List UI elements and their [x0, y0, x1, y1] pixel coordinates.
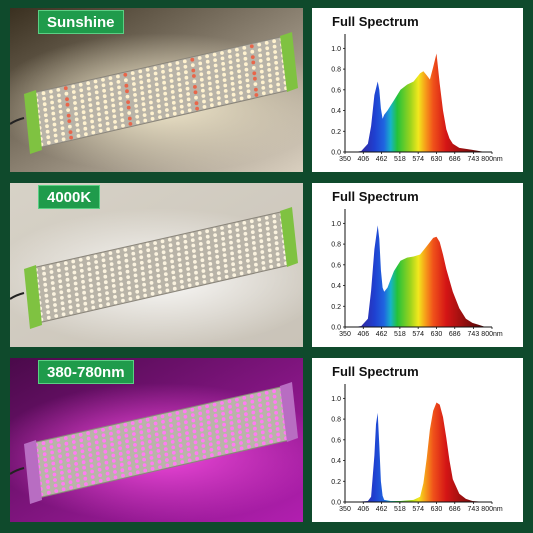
x-tick-label: 574	[412, 156, 424, 163]
y-tick-label: 0.4	[331, 458, 341, 465]
x-tick-label: 350	[339, 156, 351, 163]
y-tick-label: 0.8	[331, 417, 341, 424]
x-tick-label: 630	[431, 156, 443, 163]
x-tick-label: 800nm	[481, 156, 503, 163]
y-tick-label: 0.2	[331, 304, 341, 311]
end-cap-right	[280, 207, 298, 267]
spectrum-area	[354, 225, 486, 327]
mode-tag: Sunshine	[38, 10, 124, 34]
x-tick-label: 406	[357, 156, 369, 163]
panel-4000k: 4000K Full Spectrum 0.0 0.2 0.4 0.6 0.8 1.0 35…	[10, 183, 523, 347]
end-cap-left	[24, 90, 42, 154]
power-cable	[10, 292, 25, 300]
chart-title: Full Spectrum	[332, 189, 419, 204]
x-tick-label: 462	[376, 156, 388, 163]
y-tick-label: 0.4	[331, 283, 341, 290]
spectrum-chart: Full Spectrum 0.0 0.2 0.4 0.6 0.8 1.0 350 406 46…	[312, 8, 523, 172]
end-cap-left	[24, 440, 42, 504]
y-tick-label: 0.0	[331, 500, 341, 507]
y-tick-label: 1.0	[331, 396, 341, 403]
spectrum-area	[354, 53, 486, 152]
y-tick-label: 0.0	[331, 150, 341, 157]
y-tick-label: 0.6	[331, 437, 341, 444]
x-tick-label: 350	[339, 331, 351, 338]
power-cable	[10, 467, 25, 475]
power-cable	[10, 117, 25, 125]
spectrum-chart: Full Spectrum 0.0 0.2 0.4 0.6 0.8 1.0 350 406 46…	[312, 183, 523, 347]
chart-title: Full Spectrum	[332, 14, 419, 29]
x-tick-label: 518	[394, 506, 406, 513]
x-tick-label: 743	[468, 156, 480, 163]
mode-tag: 380-780nm	[38, 360, 134, 384]
y-tick-label: 0.6	[331, 87, 341, 94]
spectrum-plot: 0.0 0.2 0.4 0.6 0.8 1.0 350 406 462 518 574 630 686 7…	[331, 34, 503, 163]
spectrum-area	[354, 402, 486, 502]
spectrum-plot: 0.0 0.2 0.4 0.6 0.8 1.0 350 406 462 518 574 630 686 7…	[331, 209, 503, 338]
x-tick-label: 406	[357, 506, 369, 513]
x-tick-label: 686	[449, 331, 461, 338]
chart-title: Full Spectrum	[332, 364, 419, 379]
spectrum-chart: Full Spectrum 0.0 0.2 0.4 0.6 0.8 1.0 350 406 46…	[312, 358, 523, 522]
x-tick-label: 686	[449, 156, 461, 163]
y-tick-label: 0.4	[331, 108, 341, 115]
x-tick-label: 406	[357, 331, 369, 338]
x-tick-label: 462	[376, 331, 388, 338]
grow-light-photo	[10, 183, 303, 347]
y-tick-label: 0.0	[331, 325, 341, 332]
photo-illustration	[10, 183, 303, 347]
grow-light-photo	[10, 8, 303, 172]
x-tick-label: 800nm	[481, 506, 503, 513]
y-tick-label: 0.2	[331, 129, 341, 136]
x-tick-label: 630	[431, 506, 443, 513]
photo-illustration	[10, 358, 303, 522]
x-tick-label: 743	[468, 331, 480, 338]
x-tick-label: 800nm	[481, 331, 503, 338]
end-cap-right	[280, 382, 298, 442]
x-tick-label: 518	[394, 156, 406, 163]
x-tick-label: 630	[431, 331, 443, 338]
x-tick-label: 574	[412, 331, 424, 338]
x-tick-label: 462	[376, 506, 388, 513]
y-tick-label: 1.0	[331, 221, 341, 228]
x-tick-label: 518	[394, 331, 406, 338]
led-array	[34, 387, 288, 497]
grow-light-photo	[10, 358, 303, 522]
led-array	[34, 212, 288, 322]
panel-380-780nm: 380-780nm Full Spectrum 0.0 0.2 0.4 0.6 0.8 1…	[10, 358, 523, 522]
mode-tag: 4000K	[38, 185, 101, 209]
y-tick-label: 0.6	[331, 262, 341, 269]
y-tick-label: 0.8	[331, 242, 341, 249]
y-tick-label: 0.2	[331, 479, 341, 486]
x-tick-label: 743	[468, 506, 480, 513]
end-cap-left	[24, 265, 42, 329]
x-tick-label: 350	[339, 506, 351, 513]
x-tick-label: 686	[449, 506, 461, 513]
photo-illustration	[10, 8, 303, 172]
y-tick-label: 1.0	[331, 46, 341, 53]
x-tick-label: 574	[412, 506, 424, 513]
spectrum-plot: 0.0 0.2 0.4 0.6 0.8 1.0 350 406 462 518 574 630 686 7…	[331, 384, 503, 513]
y-tick-label: 0.8	[331, 67, 341, 74]
panel-sunshine: Sunshine Full Spectrum 0.0 0.2 0.4 0.6 0.8 1.…	[10, 8, 523, 172]
end-cap-right	[280, 32, 298, 92]
